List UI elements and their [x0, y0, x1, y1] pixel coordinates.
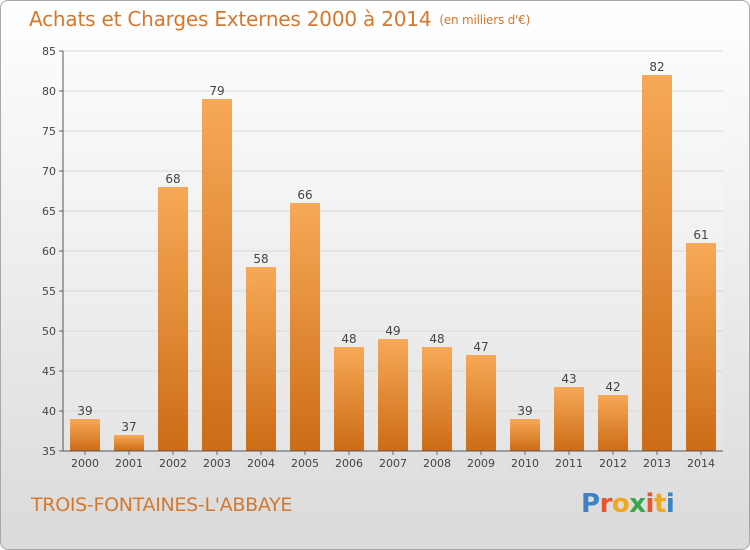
x-tick-label: 2005	[291, 457, 319, 470]
y-tick-label: 70	[42, 165, 56, 178]
x-tick-label: 2013	[643, 457, 671, 470]
y-tick-label: 75	[42, 125, 56, 138]
bar-value-label: 37	[121, 420, 136, 434]
bar	[158, 187, 188, 451]
y-tick-label: 65	[42, 205, 56, 218]
bar	[70, 419, 100, 451]
bar-value-label: 48	[429, 332, 444, 346]
bar-value-label: 39	[517, 404, 532, 418]
bar-value-label: 49	[385, 324, 400, 338]
x-tick-label: 2008	[423, 457, 451, 470]
bar	[642, 75, 672, 451]
y-tick-label: 40	[42, 405, 56, 418]
x-tick-label: 2011	[555, 457, 583, 470]
bar	[246, 267, 276, 451]
bar-value-label: 82	[649, 60, 664, 74]
bar-value-label: 68	[165, 172, 180, 186]
x-tick-label: 2001	[115, 457, 143, 470]
bar-value-label: 39	[77, 404, 92, 418]
bar	[202, 99, 232, 451]
x-tick-label: 2003	[203, 457, 231, 470]
y-tick-label: 45	[42, 365, 56, 378]
bar	[554, 387, 584, 451]
proxiti-logo: Proxiti	[581, 489, 675, 519]
bar-value-label: 47	[473, 340, 488, 354]
bar-value-label: 58	[253, 252, 268, 266]
y-tick-label: 80	[42, 85, 56, 98]
bar	[290, 203, 320, 451]
y-tick-label: 50	[42, 325, 56, 338]
y-tick-label: 85	[42, 45, 56, 58]
x-tick-label: 2000	[71, 457, 99, 470]
bar	[686, 243, 716, 451]
x-tick-label: 2012	[599, 457, 627, 470]
x-tick-label: 2009	[467, 457, 495, 470]
bars: 39 37 68 79 58 66 48 49 48 47 39 43 42 82 61	[70, 60, 716, 451]
bar	[422, 347, 452, 451]
x-tick-label: 2006	[335, 457, 363, 470]
bar	[466, 355, 496, 451]
bar	[378, 339, 408, 451]
bar	[334, 347, 364, 451]
x-tick-label: 2004	[247, 457, 275, 470]
x-tick-label: 2014	[687, 457, 715, 470]
x-tick-label: 2002	[159, 457, 187, 470]
y-tick-label: 60	[42, 245, 56, 258]
y-tick-label: 55	[42, 285, 56, 298]
bar-value-label: 61	[693, 228, 708, 242]
bar-value-label: 43	[561, 372, 576, 386]
chart-unit: (en milliers d'€)	[439, 13, 531, 27]
x-tick-label: 2010	[511, 457, 539, 470]
chart-title-text: Achats et Charges Externes 2000 à 2014	[29, 7, 432, 31]
y-tick-label: 35	[42, 445, 56, 458]
bar	[114, 435, 144, 451]
chart-title: Achats et Charges Externes 2000 à 2014 (e…	[29, 7, 530, 31]
bar	[510, 419, 540, 451]
axes: 35 40 45 50 55 60 65 70 75 80 85 2000 2001 2002 2003 20…	[42, 45, 723, 470]
bar-value-label: 42	[605, 380, 620, 394]
bar	[598, 395, 628, 451]
bar-value-label: 48	[341, 332, 356, 346]
bar-value-label: 79	[209, 84, 224, 98]
bar-value-label: 66	[297, 188, 312, 202]
x-tick-label: 2007	[379, 457, 407, 470]
commune-name: TROIS-FONTAINES-L'ABBAYE	[31, 494, 293, 516]
